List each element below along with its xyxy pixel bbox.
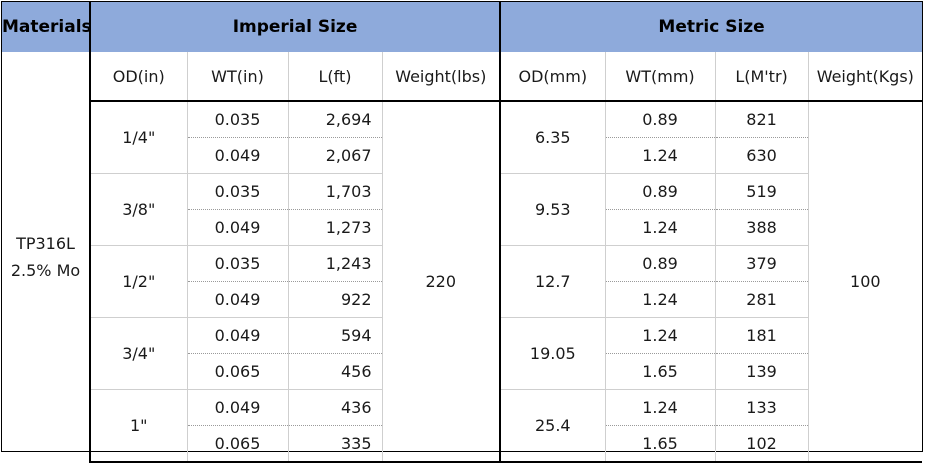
weight-lbs-cell: 220 bbox=[381, 101, 502, 463]
od-mm-cell: 19.05 bbox=[500, 317, 606, 390]
od-mm-cell: 12.7 bbox=[500, 245, 606, 318]
l-mtr-cell: 821 bbox=[714, 101, 809, 138]
od-mm-cell: 9.53 bbox=[500, 173, 606, 246]
wt-mm-cell: 1.24 bbox=[604, 317, 716, 354]
table-row: 1/4" 0.035 2,694 220 6.35 0.89 821 100 bbox=[2, 101, 923, 463]
l-ft-cell: 1,243 bbox=[287, 245, 382, 282]
metric-size-header: Metric Size bbox=[500, 2, 923, 52]
header-row: Materials Imperial Size Metric Size bbox=[2, 2, 923, 52]
l-ft-cell: 2,694 bbox=[287, 101, 382, 138]
col-header-od-mm: OD(mm) bbox=[500, 52, 606, 102]
l-mtr-cell: 181 bbox=[714, 317, 809, 354]
table-row: 0.065 456 1.65 139 bbox=[2, 353, 922, 390]
wt-mm-cell: 1.24 bbox=[604, 137, 716, 174]
wt-in-cell: 0.049 bbox=[186, 209, 288, 246]
wt-in-cell: 0.049 bbox=[186, 137, 288, 174]
od-in-cell: 1" bbox=[89, 389, 187, 463]
wt-mm-cell: 1.65 bbox=[604, 425, 716, 463]
table-row: 3/4" 0.049 594 19.05 1.24 181 bbox=[2, 317, 922, 390]
od-mm-cell: 25.4 bbox=[500, 389, 606, 463]
table-row: 1/2" 0.035 1,243 12.7 0.89 379 bbox=[2, 245, 922, 318]
col-header-l-ft: L(ft) bbox=[287, 52, 382, 102]
material-note: 2.5% Mo bbox=[10, 261, 81, 280]
l-mtr-cell: 519 bbox=[714, 173, 809, 210]
wt-in-cell: 0.035 bbox=[186, 173, 288, 210]
wt-in-cell: 0.049 bbox=[186, 317, 288, 354]
wt-in-cell: 0.065 bbox=[186, 425, 288, 463]
l-ft-cell: 922 bbox=[287, 281, 382, 318]
l-ft-cell: 456 bbox=[287, 353, 382, 390]
table-row: 3/8" 0.035 1,703 9.53 0.89 519 bbox=[2, 173, 922, 246]
l-mtr-cell: 139 bbox=[714, 353, 809, 390]
od-in-cell: 1/2" bbox=[89, 245, 187, 318]
l-ft-cell: 1,273 bbox=[287, 209, 382, 246]
l-mtr-cell: 133 bbox=[714, 389, 809, 426]
col-header-weight-lbs: Weight(lbs) bbox=[381, 52, 502, 102]
wt-mm-cell: 0.89 bbox=[604, 245, 716, 282]
wt-mm-cell: 0.89 bbox=[604, 173, 716, 210]
wt-in-cell: 0.049 bbox=[186, 389, 288, 426]
l-ft-cell: 436 bbox=[287, 389, 382, 426]
wt-in-cell: 0.035 bbox=[186, 101, 288, 138]
l-mtr-cell: 281 bbox=[714, 281, 809, 318]
l-mtr-cell: 388 bbox=[714, 209, 809, 246]
wt-mm-cell: 1.24 bbox=[604, 281, 716, 318]
col-header-od-in: OD(in) bbox=[90, 52, 187, 102]
wt-mm-cell: 1.24 bbox=[604, 389, 716, 426]
l-ft-cell: 335 bbox=[287, 425, 382, 463]
imperial-size-header: Imperial Size bbox=[90, 2, 502, 52]
od-mm-cell: 6.35 bbox=[534, 128, 571, 147]
material-cell: TP316L 2.5% Mo bbox=[2, 52, 91, 462]
col-header-wt-in: WT(in) bbox=[186, 52, 288, 102]
l-mtr-cell: 630 bbox=[714, 137, 809, 174]
wt-in-cell: 0.065 bbox=[186, 353, 288, 390]
table-row: 1" 0.049 436 25.4 1.24 133 bbox=[2, 389, 922, 463]
wt-mm-cell: 1.65 bbox=[604, 353, 716, 390]
col-header-wt-mm: WT(mm) bbox=[604, 52, 716, 102]
materials-header: Materials bbox=[2, 2, 91, 52]
material-grade: TP316L bbox=[16, 234, 75, 253]
column-header-row: TP316L 2.5% Mo OD(in) WT(in) L(ft) Weigh… bbox=[2, 52, 923, 462]
wt-in-cell: 0.049 bbox=[186, 281, 288, 318]
od-in-cell: 3/4" bbox=[89, 317, 187, 390]
l-ft-cell: 594 bbox=[287, 317, 382, 354]
table-row: 0.049 2,067 1.24 630 bbox=[2, 137, 922, 174]
col-header-weight-kgs: Weight(Kgs) bbox=[807, 52, 923, 102]
l-mtr-cell: 379 bbox=[714, 245, 809, 282]
col-header-l-mtr: L(M'tr) bbox=[714, 52, 809, 102]
wt-in-cell: 0.035 bbox=[186, 245, 288, 282]
od-in-cell: 1/4" bbox=[89, 101, 187, 174]
weight-kgs-cell: 100 bbox=[807, 101, 923, 463]
l-ft-cell: 1,703 bbox=[287, 173, 382, 210]
od-in-cell: 3/8" bbox=[89, 173, 187, 246]
wt-mm-cell: 1.24 bbox=[604, 209, 716, 246]
table-row: 0.049 922 1.24 281 bbox=[2, 281, 922, 318]
wt-mm-cell: 0.89 bbox=[604, 101, 716, 138]
l-ft-cell: 2,067 bbox=[287, 137, 382, 174]
table-row: 0.049 1,273 1.24 388 bbox=[2, 209, 922, 246]
l-mtr-cell: 102 bbox=[714, 425, 809, 463]
